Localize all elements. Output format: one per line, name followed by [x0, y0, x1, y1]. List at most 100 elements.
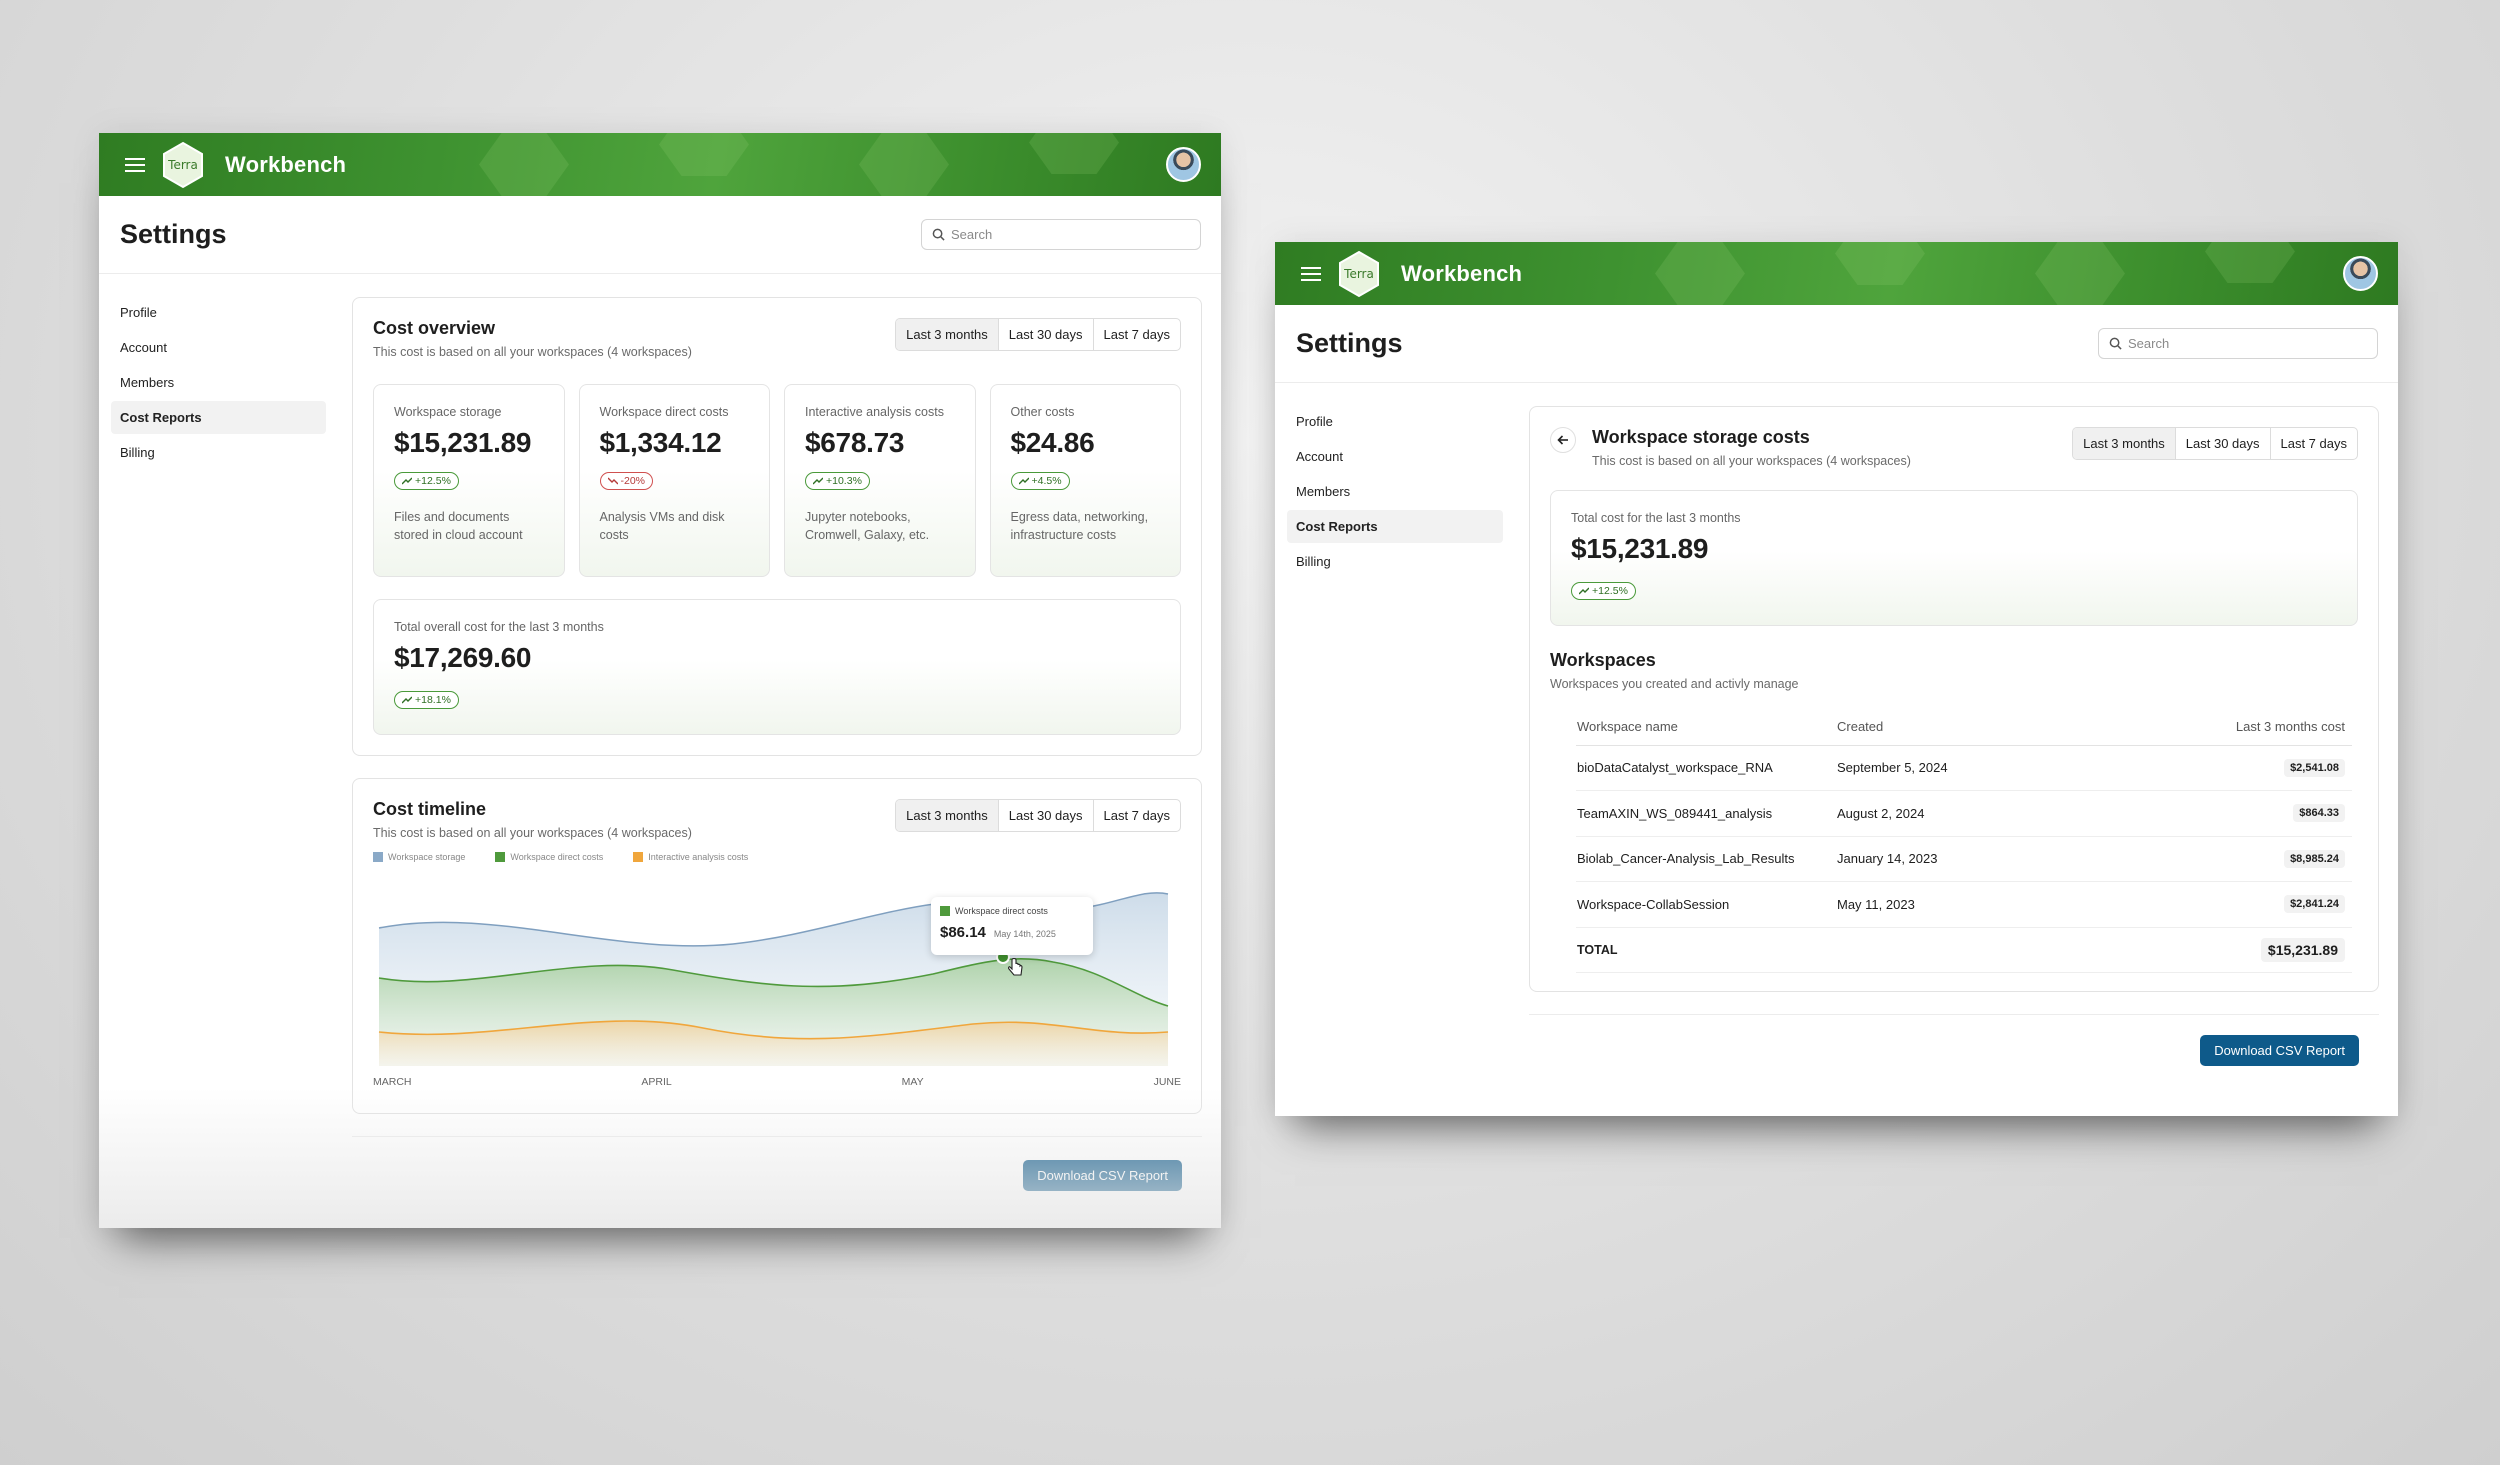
hamburger-icon — [125, 157, 145, 172]
total-storage-cost-card: Total cost for the last 3 months $15,231… — [1550, 490, 2358, 626]
x-tick-label: APRIL — [641, 1076, 672, 1088]
workspace-name[interactable]: Biolab_Cancer-Analysis_Lab_Results — [1576, 836, 1836, 882]
search-icon — [2109, 337, 2122, 350]
metric-card-interactive[interactable]: Interactive analysis costs $678.73 +10.3… — [784, 384, 976, 577]
page-title: Settings — [1296, 328, 1403, 358]
metric-card-other[interactable]: Other costs $24.86 +4.5% Egress data, ne… — [989, 384, 1181, 577]
created-date: September 5, 2024 — [1836, 745, 2089, 791]
logo-text: Terra — [168, 157, 198, 172]
table-row[interactable]: Workspace-CollabSession May 11, 2023 $2,… — [1576, 881, 2352, 928]
trend-up-icon — [1018, 477, 1029, 485]
cost-overview-title: Cost overview — [373, 318, 496, 338]
cost-timeline-subtitle: This cost is based on all your workspace… — [373, 826, 692, 840]
cost-timeline-chart — [378, 892, 1169, 1066]
metric-description: Files and documents stored in cloud acco… — [394, 510, 523, 542]
cost-value: $864.33 — [2293, 804, 2345, 823]
x-tick-label: MAY — [901, 1076, 924, 1088]
metric-card-storage[interactable]: Workspace storage $15,231.89 +12.5% File… — [373, 384, 565, 577]
sidebar-item-cost-reports[interactable]: Cost Reports — [111, 401, 326, 434]
change-badge: -20% — [599, 472, 654, 490]
sidebar-item-members[interactable]: Members — [1296, 484, 1351, 499]
cost-overview-card: Cost overview This cost is based on all … — [352, 297, 1202, 756]
chart-legend: Workspace storage Workspace direct costs… — [373, 852, 1181, 862]
tab-last-7-days[interactable]: Last 7 days — [1092, 319, 1181, 350]
time-range-tabs: Last 3 months Last 30 days Last 7 days — [2072, 427, 2358, 460]
search-input[interactable]: Search — [921, 219, 1201, 250]
search-icon — [932, 228, 945, 241]
table-row[interactable]: bioDataCatalyst_workspace_RNA September … — [1576, 745, 2352, 791]
page-title: Settings — [120, 219, 227, 249]
workspaces-subtitle: Workspaces you created and activly manag… — [1550, 677, 1799, 691]
sidebar-item-members[interactable]: Members — [120, 375, 175, 390]
hamburger-icon — [1301, 266, 1321, 281]
menu-button[interactable] — [113, 143, 157, 187]
tab-last-7-days[interactable]: Last 7 days — [2269, 428, 2358, 459]
cost-timeline-card: Cost timeline This cost is based on all … — [352, 778, 1202, 1114]
x-axis: MARCH APRIL MAY JUNE — [373, 1076, 1181, 1088]
change-value: +12.5% — [415, 475, 451, 487]
tab-last-30-days[interactable]: Last 30 days — [2174, 428, 2270, 459]
change-badge: +10.3% — [805, 472, 870, 490]
x-tick-label: JUNE — [1153, 1076, 1181, 1088]
sidebar-item-profile[interactable]: Profile — [120, 305, 157, 320]
trend-up-icon — [813, 477, 823, 485]
total-label: TOTAL — [1576, 927, 1836, 973]
download-csv-button[interactable]: Download CSV Report — [1023, 1160, 1182, 1191]
sidebar-item-cost-reports[interactable]: Cost Reports — [1287, 510, 1503, 543]
change-badge: +12.5% — [1571, 582, 1636, 600]
app-bar: Terra Workbench — [99, 133, 1221, 196]
legend-item: Interactive analysis costs — [633, 852, 748, 862]
sidebar-item-billing[interactable]: Billing — [1296, 554, 1331, 569]
table-row[interactable]: TeamAXIN_WS_089441_analysis August 2, 20… — [1576, 790, 2352, 837]
storage-costs-card: Workspace storage costs This cost is bas… — [1529, 406, 2379, 992]
cost-value: $2,841.24 — [2284, 895, 2345, 914]
tab-last-7-days[interactable]: Last 7 days — [1092, 800, 1181, 831]
cost-timeline-title: Cost timeline — [373, 799, 487, 819]
change-badge: +4.5% — [1010, 472, 1070, 490]
trend-up-icon — [402, 477, 412, 485]
page-header: Settings Search — [99, 196, 1221, 274]
back-button[interactable] — [1550, 427, 1576, 453]
download-csv-button[interactable]: Download CSV Report — [2200, 1035, 2359, 1066]
sidebar-item-account[interactable]: Account — [1296, 449, 1343, 464]
sidebar-item-account[interactable]: Account — [120, 340, 167, 355]
metric-label: Workspace storage — [394, 405, 502, 419]
tab-last-30-days[interactable]: Last 30 days — [997, 800, 1093, 831]
storage-costs-window: Terra Workbench Settings Search Profile … — [1275, 242, 2398, 1116]
tab-last-3-months[interactable]: Last 3 months — [896, 319, 998, 350]
created-date: August 2, 2024 — [1836, 790, 2089, 837]
metric-label: Workspace direct costs — [599, 405, 729, 419]
settings-sidebar: Profile Account Members Cost Reports Bil… — [1275, 383, 1515, 1066]
chart-tooltip: Workspace direct costs $86.14 May 14th, … — [931, 897, 1093, 955]
metric-card-direct[interactable]: Workspace direct costs $1,334.12 -20% An… — [578, 384, 770, 577]
workspace-name[interactable]: bioDataCatalyst_workspace_RNA — [1576, 745, 1836, 791]
table-row[interactable]: Biolab_Cancer-Analysis_Lab_Results Janua… — [1576, 836, 2352, 882]
sidebar-item-profile[interactable]: Profile — [1296, 414, 1333, 429]
search-input[interactable]: Search — [2098, 328, 2378, 359]
workspace-name[interactable]: Workspace-CollabSession — [1576, 881, 1836, 928]
avatar[interactable] — [2343, 256, 2378, 291]
metric-value: $24.86 — [1010, 427, 1095, 458]
change-value: +10.3% — [826, 475, 862, 487]
tab-last-3-months[interactable]: Last 3 months — [896, 800, 998, 831]
avatar[interactable] — [1166, 147, 1201, 182]
legend-label: Workspace direct costs — [510, 852, 604, 862]
app-bar: Terra Workbench — [1275, 242, 2398, 305]
series-line-interactive — [378, 1020, 1169, 1040]
menu-button[interactable] — [1289, 252, 1333, 296]
metric-label: Other costs — [1010, 405, 1075, 419]
metric-description: Egress data, networking, infrastructure … — [1010, 510, 1149, 542]
sidebar-item-billing[interactable]: Billing — [120, 445, 155, 460]
change-badge: +12.5% — [394, 472, 459, 490]
tab-last-30-days[interactable]: Last 30 days — [997, 319, 1093, 350]
workspace-name[interactable]: TeamAXIN_WS_089441_analysis — [1576, 790, 1836, 837]
legend-label: Workspace storage — [388, 852, 466, 862]
arrow-left-icon — [1557, 435, 1568, 445]
app-name: Workbench — [225, 151, 347, 177]
created-date: May 11, 2023 — [1836, 881, 2089, 928]
change-value: +18.1% — [415, 694, 451, 706]
change-badge: +18.1% — [394, 691, 459, 709]
tab-last-3-months[interactable]: Last 3 months — [2073, 428, 2175, 459]
metric-description: Analysis VMs and disk costs — [599, 510, 725, 542]
trend-up-icon — [1579, 587, 1589, 595]
